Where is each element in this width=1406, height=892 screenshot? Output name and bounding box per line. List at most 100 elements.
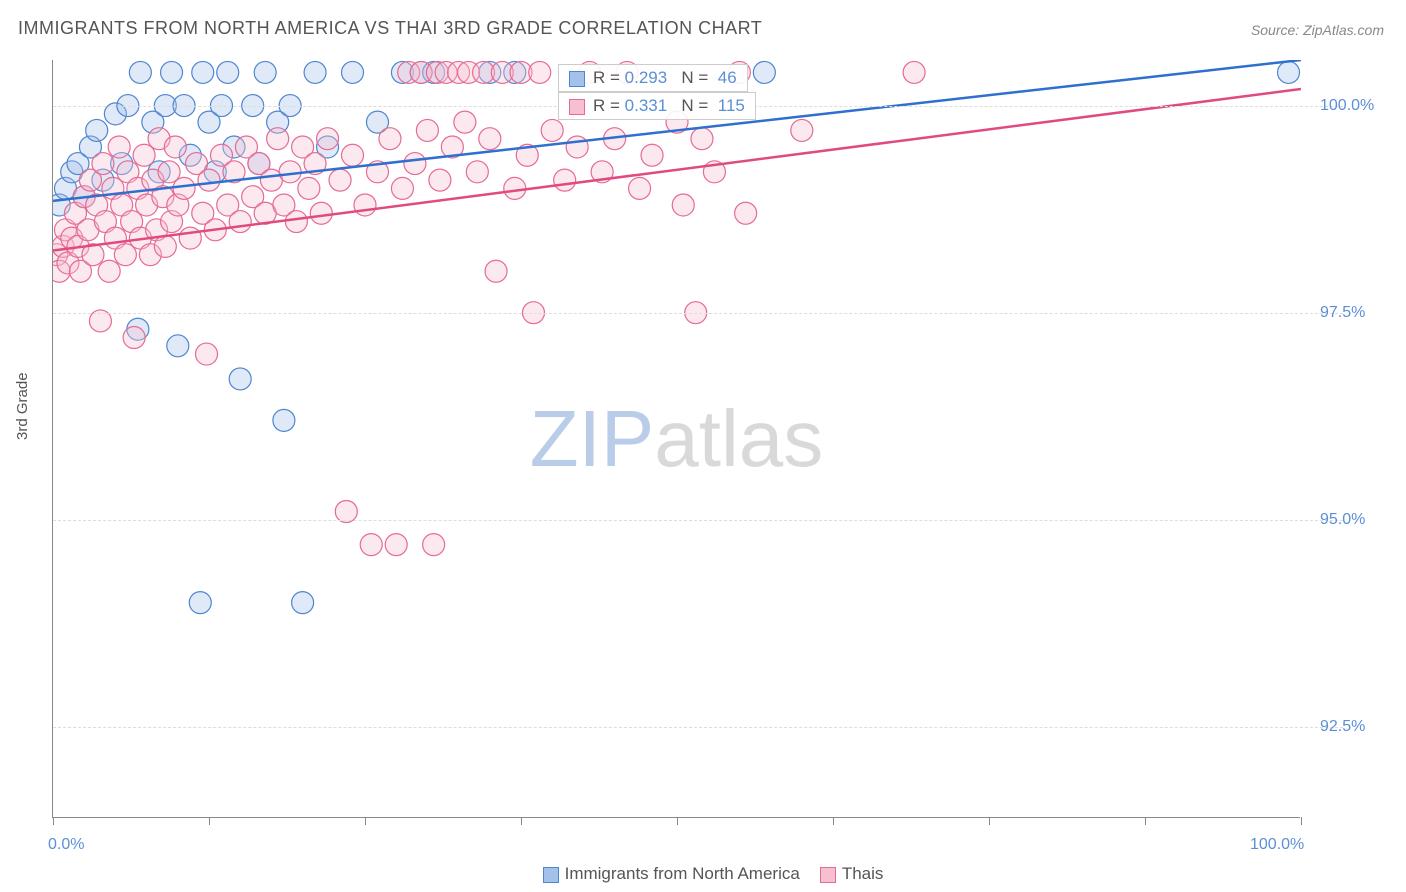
y-axis-label: 3rd Grade <box>14 372 31 440</box>
stat-r-value: 0.331 <box>625 96 668 115</box>
stat-n-value: 46 <box>713 68 737 87</box>
x-tick <box>989 817 990 825</box>
scatter-point-thai <box>479 128 501 150</box>
stat-n-label: N = <box>667 68 713 87</box>
plot-area: ZIPatlas R = 0.293 N = 46R = 0.331 N = 1… <box>52 60 1300 818</box>
scatter-point-thai <box>429 169 451 191</box>
x-tick <box>53 817 54 825</box>
scatter-point-na <box>1278 61 1300 83</box>
stat-box-na: R = 0.293 N = 46 <box>558 64 748 92</box>
stat-box-thai: R = 0.331 N = 115 <box>558 92 756 120</box>
x-tick <box>365 817 366 825</box>
scatter-point-thai <box>691 128 713 150</box>
scatter-point-thai <box>735 202 757 224</box>
scatter-point-thai <box>164 136 186 158</box>
source-label: Source: <box>1251 22 1303 38</box>
scatter-point-thai <box>641 144 663 166</box>
scatter-point-thai <box>554 169 576 191</box>
source-attribution: Source: ZipAtlas.com <box>1251 22 1384 38</box>
legend-bottom: Immigrants from North America Thais <box>0 864 1406 884</box>
scatter-point-thai <box>98 260 120 282</box>
x-tick <box>1301 817 1302 825</box>
scatter-point-thai <box>279 161 301 183</box>
scatter-point-na <box>86 119 108 141</box>
scatter-point-thai <box>791 119 813 141</box>
x-tick-label: 0.0% <box>48 836 84 854</box>
scatter-point-thai <box>629 177 651 199</box>
scatter-point-na <box>229 368 251 390</box>
scatter-point-thai <box>310 202 332 224</box>
scatter-point-na <box>161 61 183 83</box>
scatter-point-na <box>189 592 211 614</box>
scatter-point-thai <box>317 128 339 150</box>
legend-swatch-thai <box>820 867 836 883</box>
x-tick <box>1145 817 1146 825</box>
grid-line <box>53 313 1343 314</box>
scatter-point-thai <box>123 327 145 349</box>
scatter-point-thai <box>267 128 289 150</box>
scatter-point-thai <box>454 111 476 133</box>
x-tick <box>833 817 834 825</box>
scatter-point-thai <box>903 61 925 83</box>
scatter-point-thai <box>385 534 407 556</box>
scatter-point-na <box>273 409 295 431</box>
scatter-point-thai <box>173 177 195 199</box>
scatter-point-na <box>753 61 775 83</box>
legend-label-thai: Thais <box>842 864 884 883</box>
x-tick-label: 100.0% <box>1250 836 1304 854</box>
legend-swatch-na <box>543 867 559 883</box>
grid-line <box>53 727 1343 728</box>
scatter-point-thai <box>423 534 445 556</box>
x-tick <box>521 817 522 825</box>
scatter-point-thai <box>504 177 526 199</box>
scatter-point-thai <box>416 119 438 141</box>
scatter-point-na <box>167 335 189 357</box>
chart-svg <box>53 60 1301 818</box>
scatter-point-na <box>304 61 326 83</box>
y-tick-label: 92.5% <box>1320 718 1365 736</box>
stat-r-label: R = <box>593 68 625 87</box>
scatter-point-thai <box>108 136 130 158</box>
scatter-point-thai <box>529 61 551 83</box>
scatter-point-na <box>217 61 239 83</box>
scatter-point-thai <box>379 128 401 150</box>
y-tick-label: 97.5% <box>1320 304 1365 322</box>
scatter-point-thai <box>179 227 201 249</box>
stat-n-value: 115 <box>713 96 745 115</box>
scatter-point-thai <box>360 534 382 556</box>
source-name: ZipAtlas.com <box>1303 22 1384 38</box>
scatter-point-thai <box>466 161 488 183</box>
scatter-point-thai <box>329 169 351 191</box>
scatter-point-thai <box>342 144 364 166</box>
scatter-point-na <box>342 61 364 83</box>
x-tick <box>677 817 678 825</box>
scatter-point-thai <box>198 169 220 191</box>
scatter-point-na <box>292 592 314 614</box>
scatter-point-thai <box>485 260 507 282</box>
grid-line <box>53 520 1343 521</box>
scatter-point-thai <box>391 177 413 199</box>
scatter-point-na <box>254 61 276 83</box>
stat-n-label: N = <box>667 96 713 115</box>
x-tick <box>209 817 210 825</box>
stat-r-value: 0.293 <box>625 68 668 87</box>
y-tick-label: 95.0% <box>1320 511 1365 529</box>
chart-title: IMMIGRANTS FROM NORTH AMERICA VS THAI 3R… <box>18 18 762 39</box>
stat-r-label: R = <box>593 96 625 115</box>
scatter-point-thai <box>229 211 251 233</box>
scatter-point-thai <box>672 194 694 216</box>
legend-swatch-thai <box>569 99 585 115</box>
y-tick-label: 100.0% <box>1320 97 1374 115</box>
legend-swatch-na <box>569 71 585 87</box>
scatter-point-thai <box>285 211 307 233</box>
scatter-point-thai <box>298 177 320 199</box>
scatter-point-thai <box>566 136 588 158</box>
scatter-point-thai <box>92 153 114 175</box>
scatter-point-na <box>192 61 214 83</box>
scatter-point-thai <box>354 194 376 216</box>
scatter-point-thai <box>541 119 563 141</box>
scatter-point-na <box>129 61 151 83</box>
scatter-point-thai <box>196 343 218 365</box>
scatter-point-thai <box>154 235 176 257</box>
legend-label-na: Immigrants from North America <box>565 864 800 883</box>
